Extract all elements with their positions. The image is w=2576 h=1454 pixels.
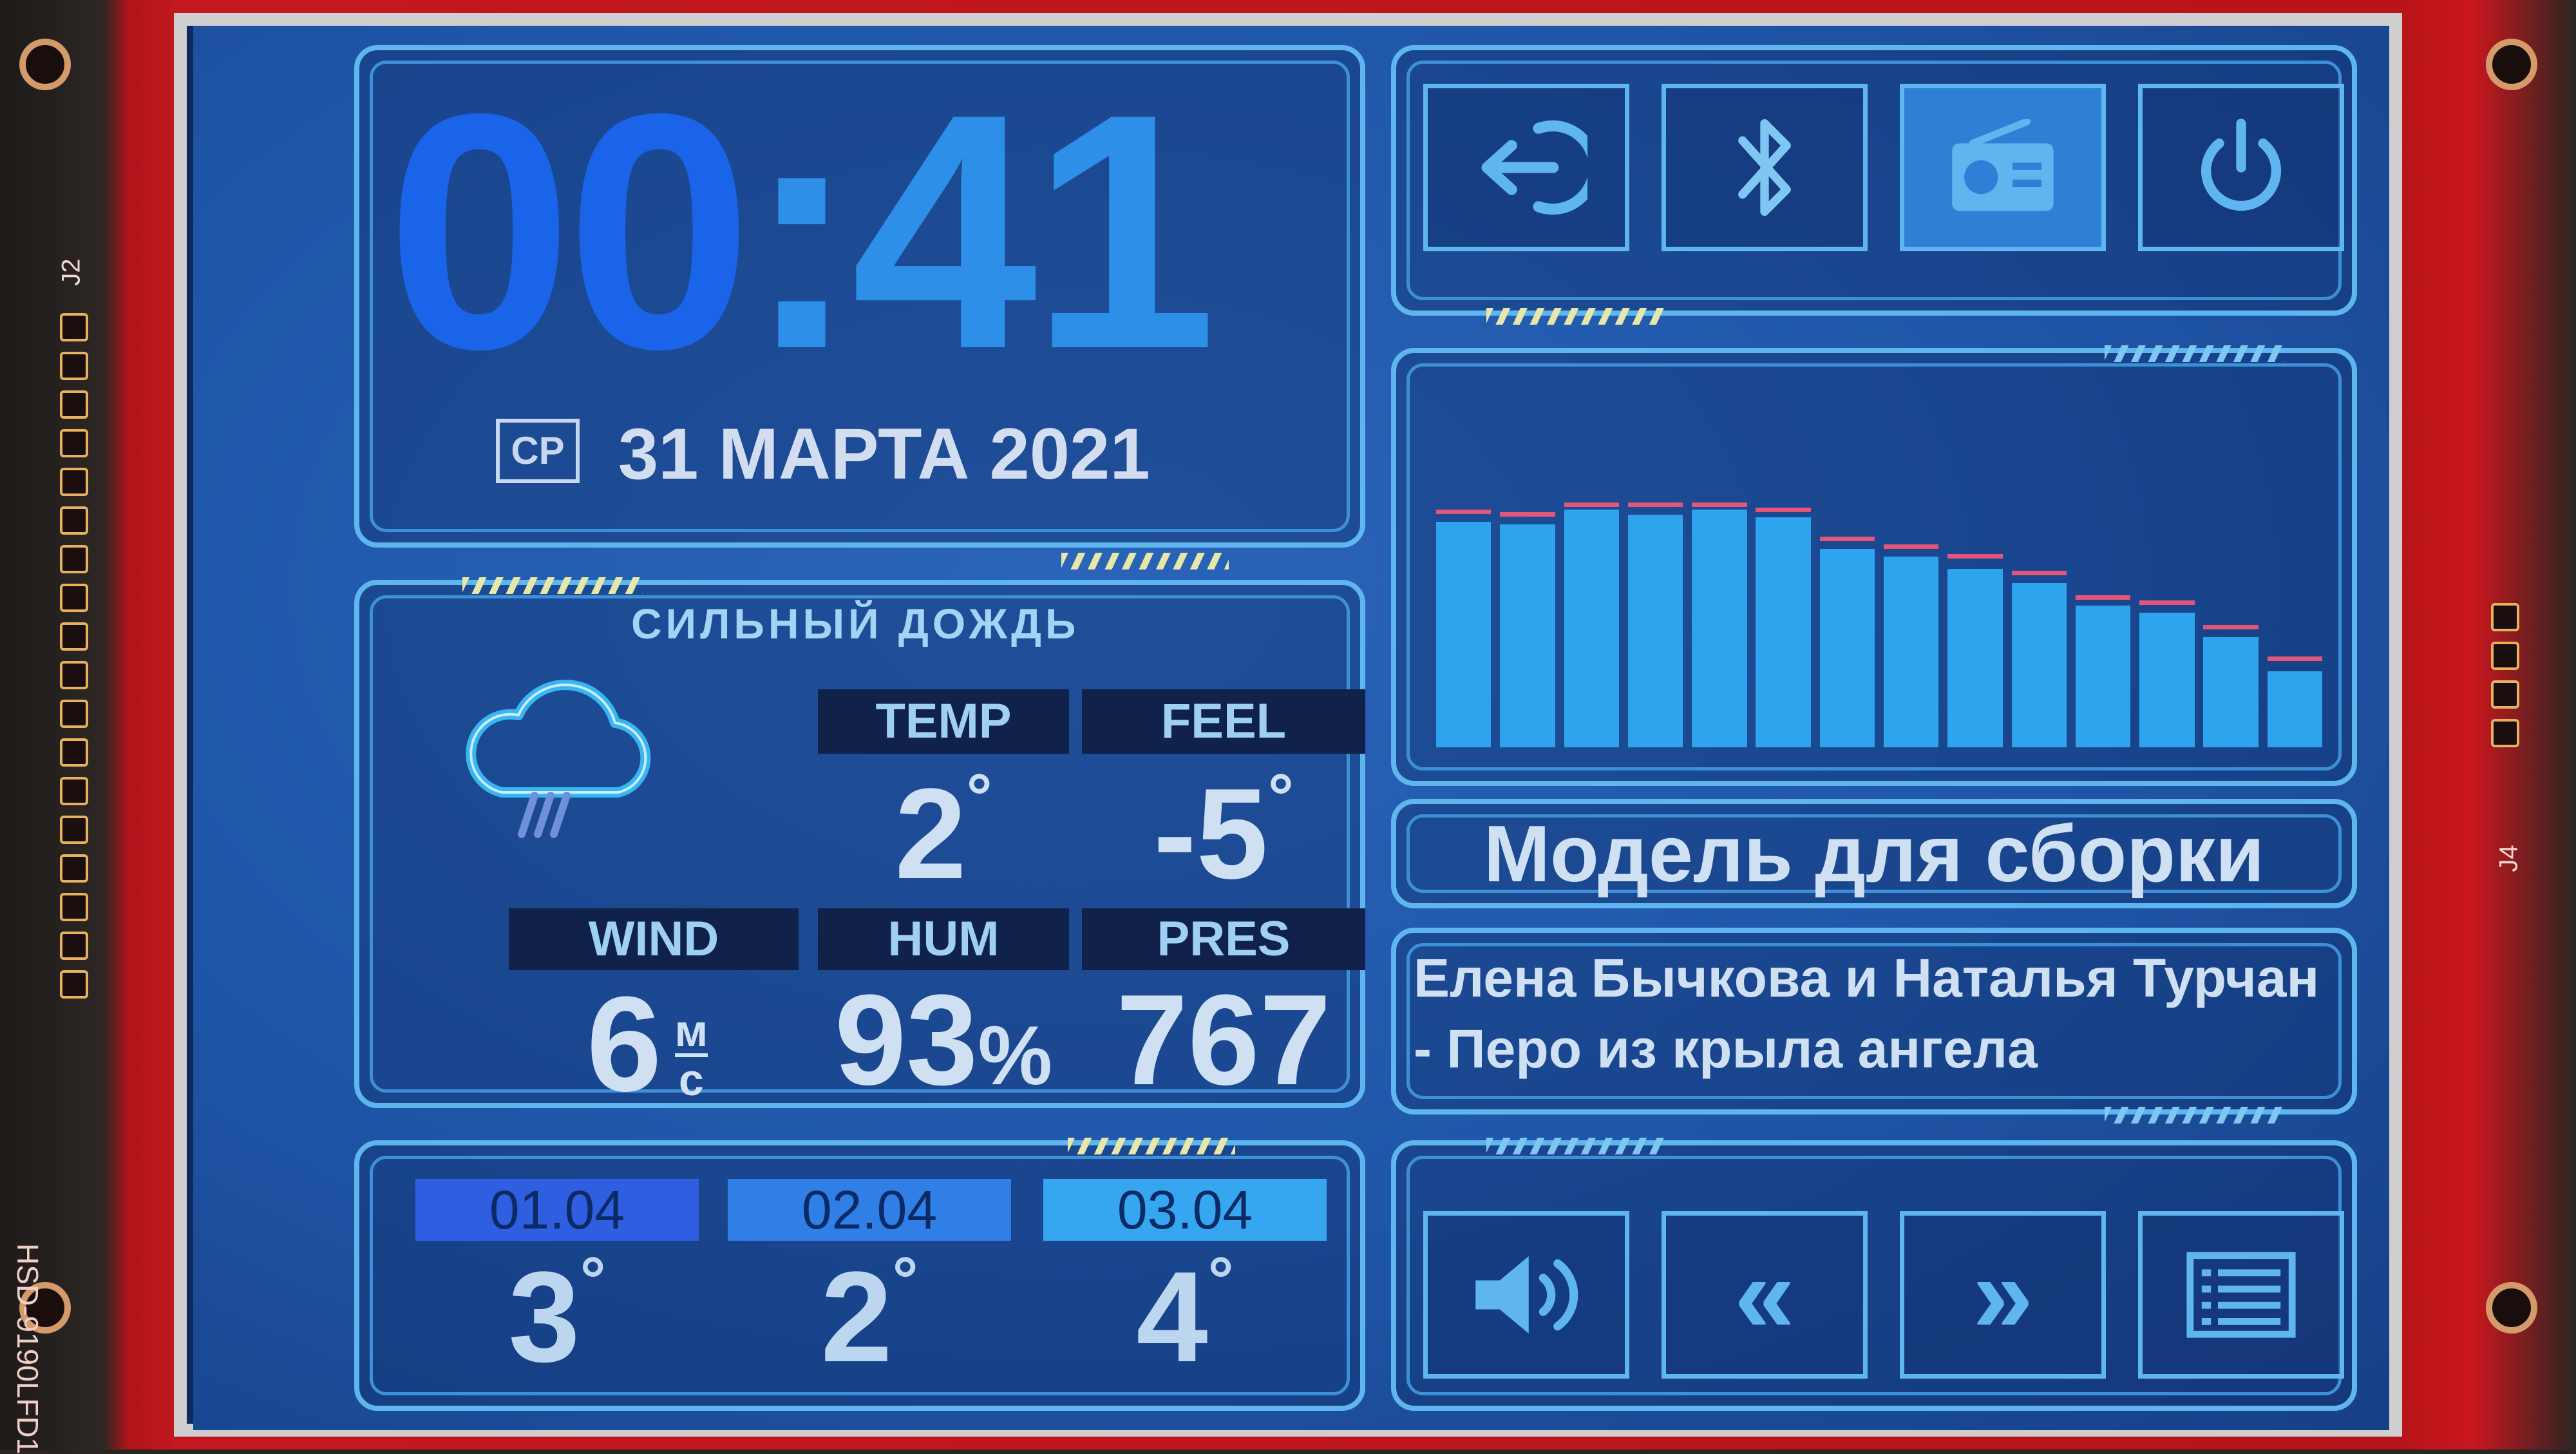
equalizer-peak [1627,502,1683,507]
mount-hole [2486,1282,2537,1334]
forecast-temp: 2° [820,1244,918,1389]
temp-value: 2° [895,761,992,906]
forecast-temp: 3° [508,1244,606,1389]
weather-panel [354,577,1365,1108]
radio-button[interactable] [1900,84,2106,251]
playlist-button[interactable] [2138,1211,2344,1379]
date-text: 31 МАРТА 2021 [618,414,1150,494]
equalizer-bar [2139,613,2195,747]
forward-button[interactable]: » [1900,1211,2106,1379]
rewind-icon: « [1734,1234,1795,1356]
pin-header-left [55,303,93,1009]
clock-minutes: 41 [851,44,1217,419]
equalizer-peak [1756,507,1811,512]
track-title-panel [1391,799,2357,908]
wind-unit-bottom: с [678,1054,704,1105]
pres-label: PRES [1082,908,1365,970]
power-icon [2201,119,2282,211]
equalizer-bar [1819,549,1875,747]
equalizer-peak [2267,656,2323,662]
volume-icon [1475,1256,1578,1334]
equalizer-bar [2203,637,2259,747]
hum-value: 93% [834,968,1053,1112]
weather-condition: СИЛЬНЫЙ ДОЖДЬ [631,600,1080,647]
playlist-icon [2186,1252,2296,1338]
equalizer-peak [1947,553,2003,559]
temp-label: TEMP [818,689,1069,754]
equalizer-bar [1627,515,1683,747]
bluetooth-button[interactable] [1662,84,1868,251]
equalizer-peak [1819,537,1875,542]
wind-unit-top: м [674,1005,708,1057]
track-artist-line2: - Перо из крыла ангела [1414,1019,2038,1079]
decor-hatch [2105,1107,2285,1124]
equalizer-bar [1564,510,1619,747]
mount-hole [2486,39,2537,90]
decor-hatch [1486,308,1667,325]
equalizer-peak [1436,510,1492,515]
equalizer-peak [1500,512,1555,517]
forward-icon: » [1972,1234,2034,1356]
wind-label: WIND [509,908,799,970]
wind-value: 6 м с [586,968,708,1120]
mount-hole [19,1282,71,1334]
pres-value: 767 [1116,968,1331,1112]
decor-hatch [1486,1138,1667,1154]
decor-hatch [1068,1138,1235,1154]
power-button[interactable] [2138,84,2344,251]
volume-button[interactable] [1423,1211,1629,1379]
feel-value: -5° [1153,761,1294,906]
radio-icon [1952,119,2054,211]
decor-hatch [1061,553,1229,569]
equalizer-peak [1884,544,1939,549]
equalizer-peak [1564,502,1619,507]
equalizer-bar [2075,605,2131,747]
track-info-panel [1391,928,2357,1124]
equalizer-bar [2267,671,2323,747]
forecast-date: 02.04 [728,1179,1011,1241]
equalizer-bar [1947,568,2003,747]
clock-hours: 00 [386,44,752,419]
forecast-date: 01.04 [415,1179,699,1241]
feel-label: FEEL [1082,689,1365,754]
track-artist-line1: Елена Бычкова и Наталья Турчан [1414,948,2320,1008]
clock-panel [354,45,1365,569]
board-model-label: HSD-9190LFD1 [11,1243,44,1454]
mount-hole [19,39,71,90]
equalizer-bar [2011,583,2067,747]
equalizer-bar [1500,524,1555,747]
equalizer-peak [2011,571,2067,576]
login-button[interactable] [1423,84,1629,251]
forecast-date: 03.04 [1043,1179,1327,1241]
rewind-button[interactable]: « [1662,1211,1868,1379]
login-icon [1481,120,1587,215]
lcd-display: 00:41 СР 31 МАРТА 2021 СИЛЬНЫЙ ДОЖДЬ TEM… [193,26,2389,1430]
equalizer-bar [1436,522,1492,747]
equalizer-peak [2203,625,2259,629]
equalizer-bars [1436,502,2331,747]
track-title: Модель для сборки [1483,810,2265,899]
board-label-j2: J2 [57,258,86,286]
bluetooth-icon [1738,119,1791,216]
weekday-badge: СР [496,419,580,483]
equalizer-bar [1692,510,1747,747]
clock: 00:41 [386,64,1217,399]
decor-hatch [462,577,643,594]
clock-colon: : [746,44,857,419]
equalizer-peak [2075,595,2131,600]
equalizer-peak [1692,502,1747,507]
equalizer-bar [1756,517,1811,747]
decor-hatch [2105,345,2285,362]
pin-header-right [2486,593,2524,758]
equalizer-bar [1884,556,1939,747]
forecast-temp: 4° [1136,1244,1234,1389]
equalizer-peak [2139,600,2195,605]
hum-label: HUM [818,908,1069,970]
cloud-rain-icon [466,680,651,838]
board-label-j4: J4 [2494,845,2523,872]
